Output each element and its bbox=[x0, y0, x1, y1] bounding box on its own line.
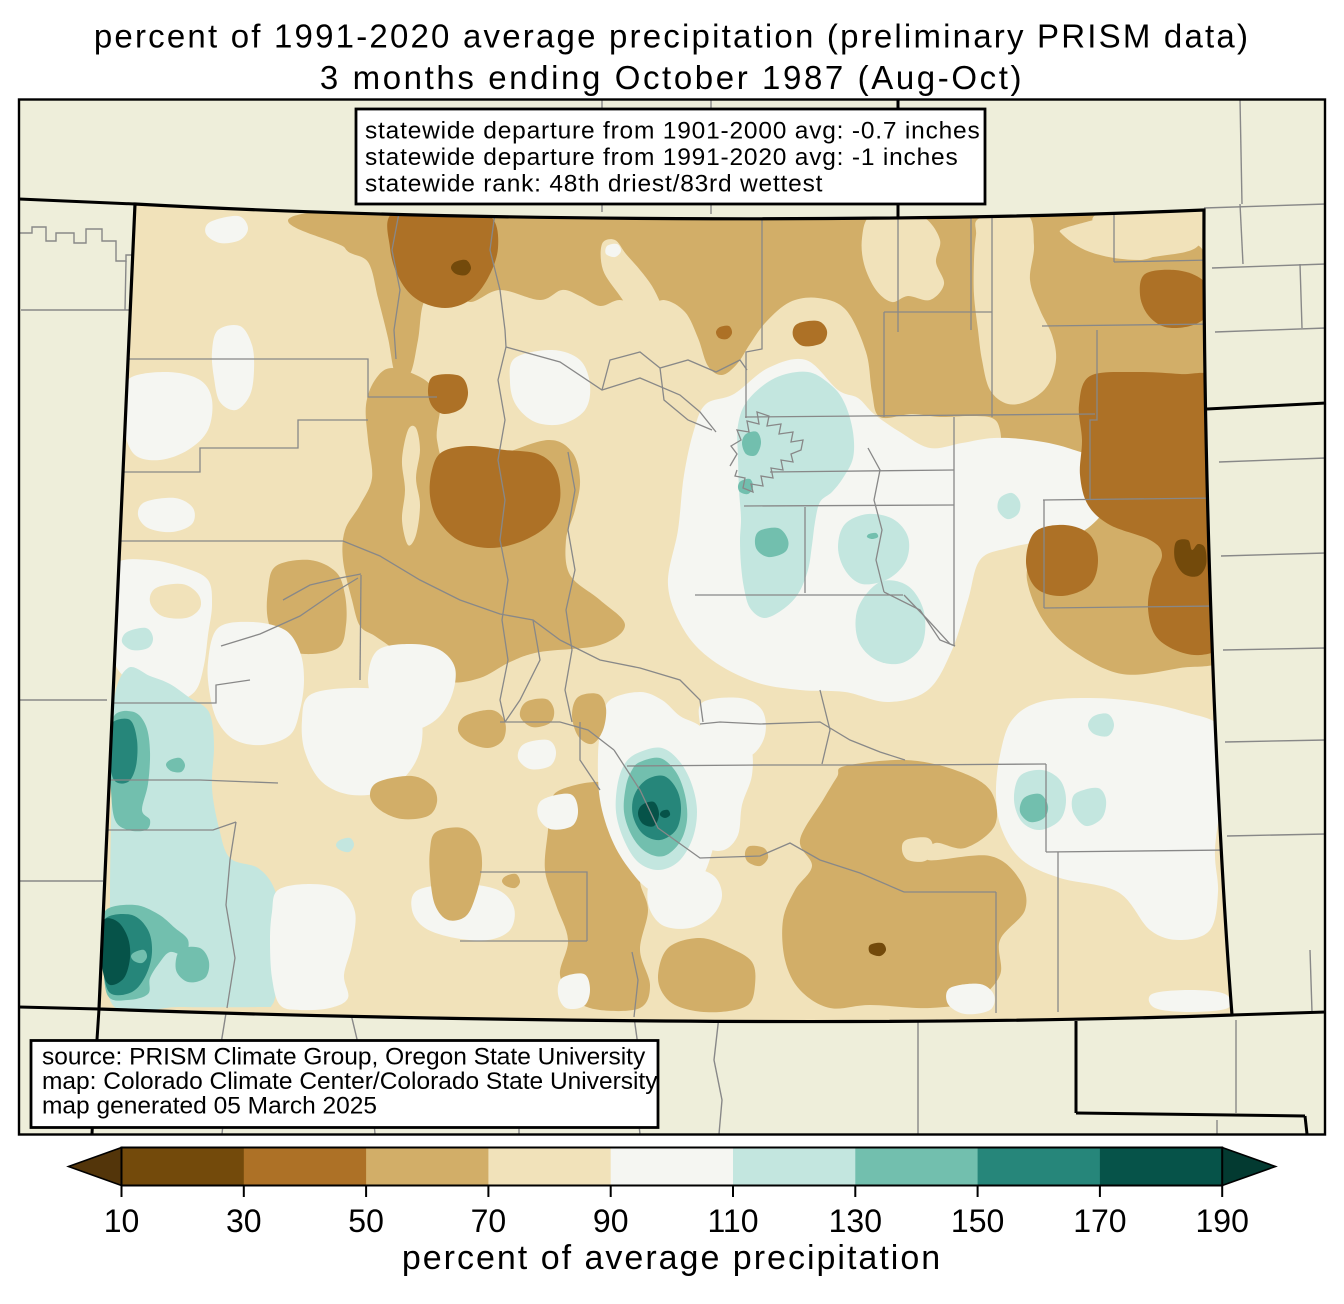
svg-text:110: 110 bbox=[707, 1203, 758, 1239]
svg-text:source: PRISM Climate Group, O: source: PRISM Climate Group, Oregon Stat… bbox=[42, 1044, 646, 1071]
svg-text:statewide departure from 1901-: statewide departure from 1901-2000 avg: … bbox=[365, 118, 981, 145]
svg-text:percent of average precipitati: percent of average precipitation bbox=[402, 1239, 942, 1277]
svg-text:170: 170 bbox=[1073, 1203, 1126, 1239]
svg-text:percent of 1991-2020 average p: percent of 1991-2020 average precipitati… bbox=[94, 18, 1250, 55]
svg-text:10: 10 bbox=[104, 1203, 140, 1239]
svg-text:130: 130 bbox=[829, 1203, 882, 1239]
svg-text:90: 90 bbox=[593, 1203, 629, 1239]
svg-text:map: Colorado Climate Center/C: map: Colorado Climate Center/Colorado St… bbox=[42, 1068, 658, 1095]
svg-text:30: 30 bbox=[226, 1203, 262, 1239]
svg-text:statewide departure from 1991-: statewide departure from 1991-2020 avg: … bbox=[365, 144, 959, 171]
svg-text:map generated 05 March 2025: map generated 05 March 2025 bbox=[42, 1093, 377, 1120]
svg-text:150: 150 bbox=[951, 1203, 1004, 1239]
svg-text:statewide rank: 48th driest/83: statewide rank: 48th driest/83rd wettest bbox=[365, 171, 823, 198]
svg-text:70: 70 bbox=[471, 1203, 507, 1239]
svg-text:50: 50 bbox=[348, 1203, 384, 1239]
svg-text:190: 190 bbox=[1196, 1203, 1249, 1239]
svg-text:3 months ending October 1987 (: 3 months ending October 1987 (Aug-Oct) bbox=[320, 59, 1024, 96]
